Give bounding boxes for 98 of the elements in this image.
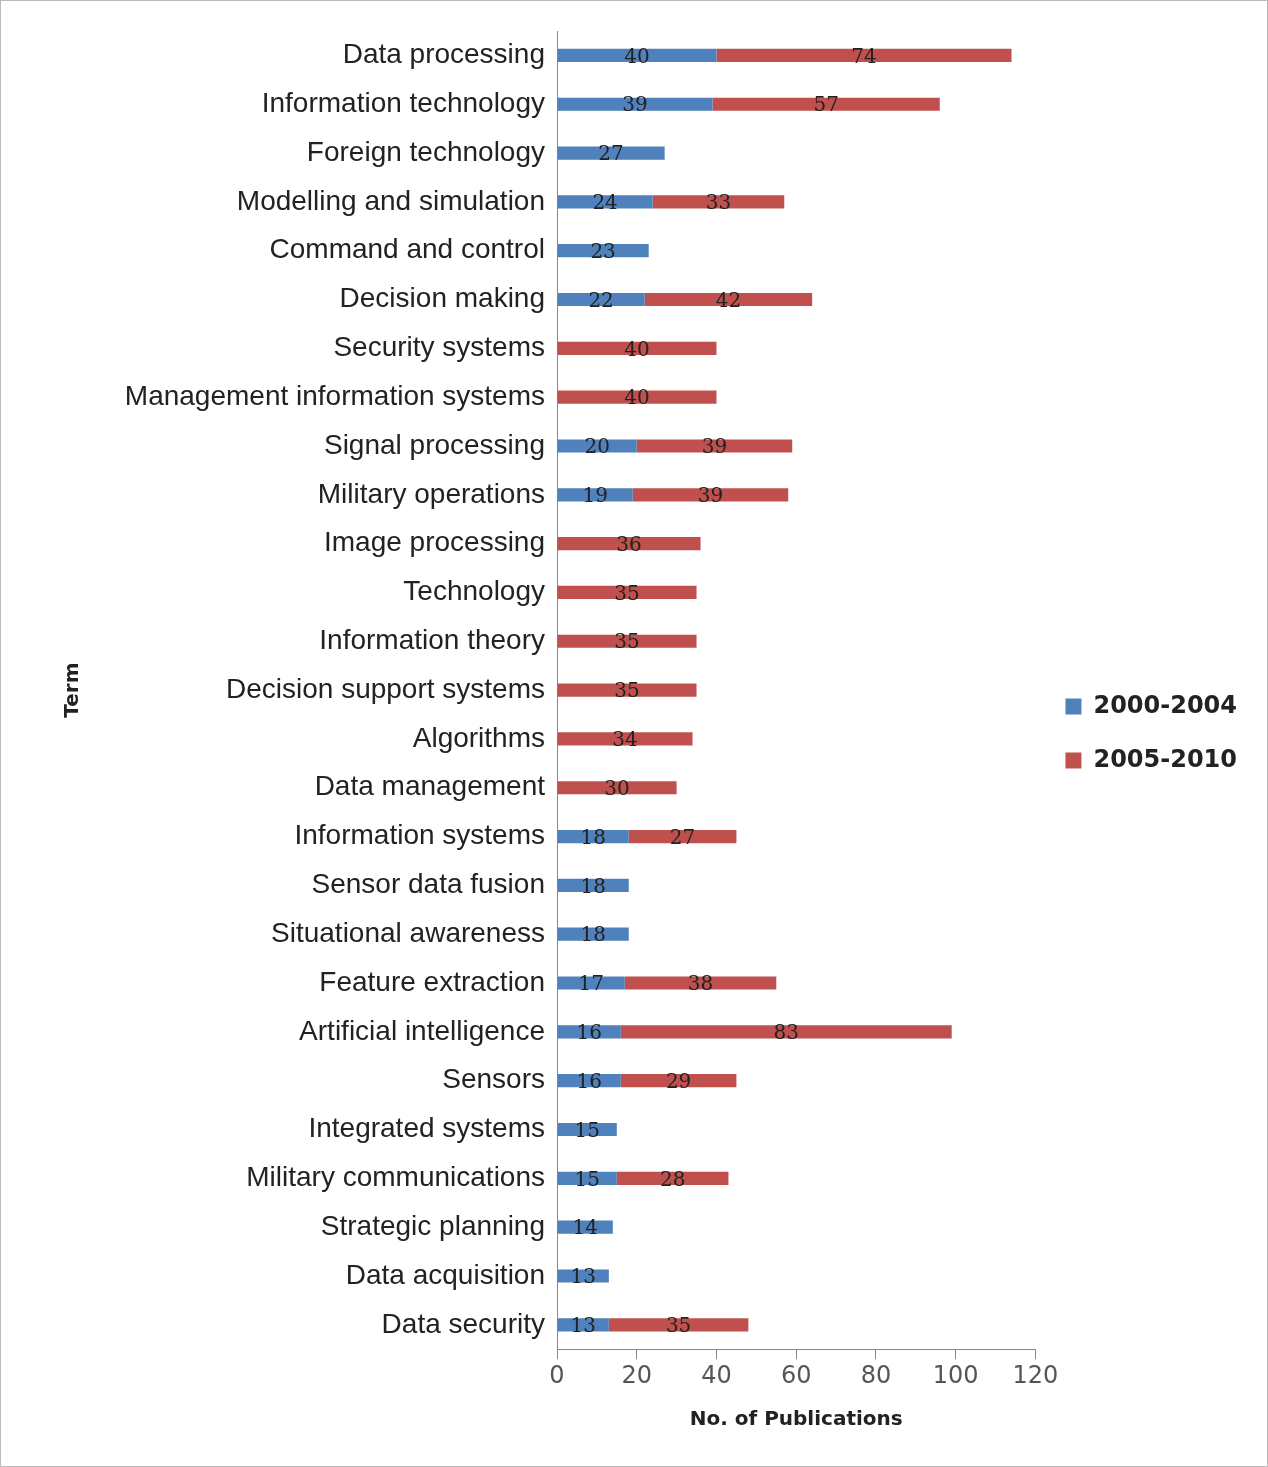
data-label: 35 <box>614 580 640 605</box>
y-tick-label: Signal processing <box>323 428 545 460</box>
bar <box>557 732 693 746</box>
data-label: 18 <box>580 922 606 947</box>
data-label: 39 <box>622 92 648 117</box>
bar <box>557 341 717 355</box>
data-label: 22 <box>588 287 614 312</box>
x-tick-label: 20 <box>621 1360 653 1389</box>
bar <box>716 48 1012 62</box>
data-label: 13 <box>570 1312 596 1337</box>
data-label: 74 <box>851 43 877 68</box>
data-label: 16 <box>576 1020 602 1045</box>
data-label: 35 <box>665 1312 692 1337</box>
bar <box>632 488 789 502</box>
x-tick-label: 80 <box>860 1360 892 1389</box>
data-label: 40 <box>624 385 650 410</box>
data-label: 13 <box>570 1264 596 1289</box>
y-tick-label: Command and control <box>269 233 545 265</box>
bar <box>557 390 717 404</box>
data-label: 15 <box>574 1117 600 1142</box>
legend-label: 2005-2010 <box>1093 744 1238 773</box>
y-tick-label: Image processing <box>323 526 545 558</box>
data-label: 39 <box>697 483 724 508</box>
bar <box>557 976 625 990</box>
data-label: 36 <box>616 531 642 556</box>
y-tick-label: Artificial intelligence <box>299 1014 545 1046</box>
y-tick-label: Foreign technology <box>306 135 545 167</box>
bar <box>628 829 737 844</box>
data-label: 42 <box>715 287 742 312</box>
y-tick-label: Data management <box>314 770 546 802</box>
bar <box>712 97 940 111</box>
x-axis-title: No. of Publications <box>689 1406 903 1431</box>
data-label: 33 <box>705 190 732 215</box>
data-label: 57 <box>813 92 839 117</box>
data-label: 18 <box>580 824 606 849</box>
x-tick-label: 60 <box>780 1360 812 1389</box>
data-label: 20 <box>584 434 610 459</box>
y-tick-label: Algorithms <box>412 721 545 753</box>
bar <box>557 97 713 111</box>
y-tick-label: Data security <box>381 1307 545 1339</box>
data-label: 24 <box>592 190 618 215</box>
data-label: 17 <box>578 971 604 996</box>
data-label: 28 <box>659 1166 686 1191</box>
bar <box>636 439 793 453</box>
y-tick-label: Data processing <box>342 38 545 70</box>
data-label: 30 <box>604 775 630 800</box>
y-tick-label: Management information systems <box>124 379 545 411</box>
bar <box>557 683 697 697</box>
y-tick-label: Feature extraction <box>319 965 545 997</box>
data-label: 27 <box>598 141 624 166</box>
bar <box>557 634 697 648</box>
data-label: 18 <box>580 873 606 898</box>
legend-label: 2000-2004 <box>1093 690 1238 719</box>
bar <box>557 48 717 62</box>
x-tick-label: 40 <box>701 1360 732 1389</box>
data-label: 16 <box>576 1068 602 1093</box>
data-label: 39 <box>701 434 728 459</box>
y-tick-label: Modelling and simulation <box>236 184 545 216</box>
bar <box>557 146 665 160</box>
bar <box>644 292 813 307</box>
y-tick-label: Decision support systems <box>225 672 545 704</box>
y-tick-label: Data acquisition <box>345 1258 545 1290</box>
data-label: 83 <box>773 1020 799 1045</box>
bar <box>652 195 785 209</box>
data-label: 40 <box>624 336 650 361</box>
y-tick-label: Information technology <box>261 86 545 118</box>
bar <box>624 976 777 990</box>
data-label: 40 <box>624 43 650 68</box>
bar <box>557 537 701 551</box>
bar <box>608 1318 749 1332</box>
data-label: 19 <box>582 483 608 508</box>
data-label: 35 <box>614 629 640 654</box>
data-label: 29 <box>665 1068 692 1093</box>
bar <box>557 585 697 600</box>
data-label: 15 <box>574 1166 600 1191</box>
y-tick-label: Technology <box>403 575 545 607</box>
x-tick-label: 0 <box>549 1360 565 1389</box>
y-tick-label: Sensor data fusion <box>311 868 545 900</box>
y-tick-label: Information systems <box>294 819 545 851</box>
y-tick-label: Information theory <box>319 624 545 655</box>
y-tick-label: Situational awareness <box>271 916 545 948</box>
data-label: 23 <box>590 238 616 263</box>
y-axis-title: Term <box>59 662 84 718</box>
y-tick-label: Military communications <box>246 1161 545 1193</box>
y-tick-label: Military operations <box>317 477 545 509</box>
data-label: 38 <box>687 971 714 996</box>
y-tick-label: Security systems <box>333 331 545 363</box>
data-label: 14 <box>572 1215 598 1240</box>
data-label: 34 <box>612 727 638 752</box>
x-tick-label: 120 <box>1012 1360 1059 1389</box>
y-tick-label: Decision making <box>339 282 545 314</box>
x-tick-label: 100 <box>932 1360 979 1389</box>
data-label: 27 <box>669 824 696 849</box>
y-tick-label: Integrated systems <box>308 1112 545 1144</box>
y-tick-label: Strategic planning <box>320 1209 545 1241</box>
y-tick-label: Sensors <box>442 1063 545 1095</box>
data-label: 35 <box>614 678 640 703</box>
bar <box>620 1025 952 1039</box>
